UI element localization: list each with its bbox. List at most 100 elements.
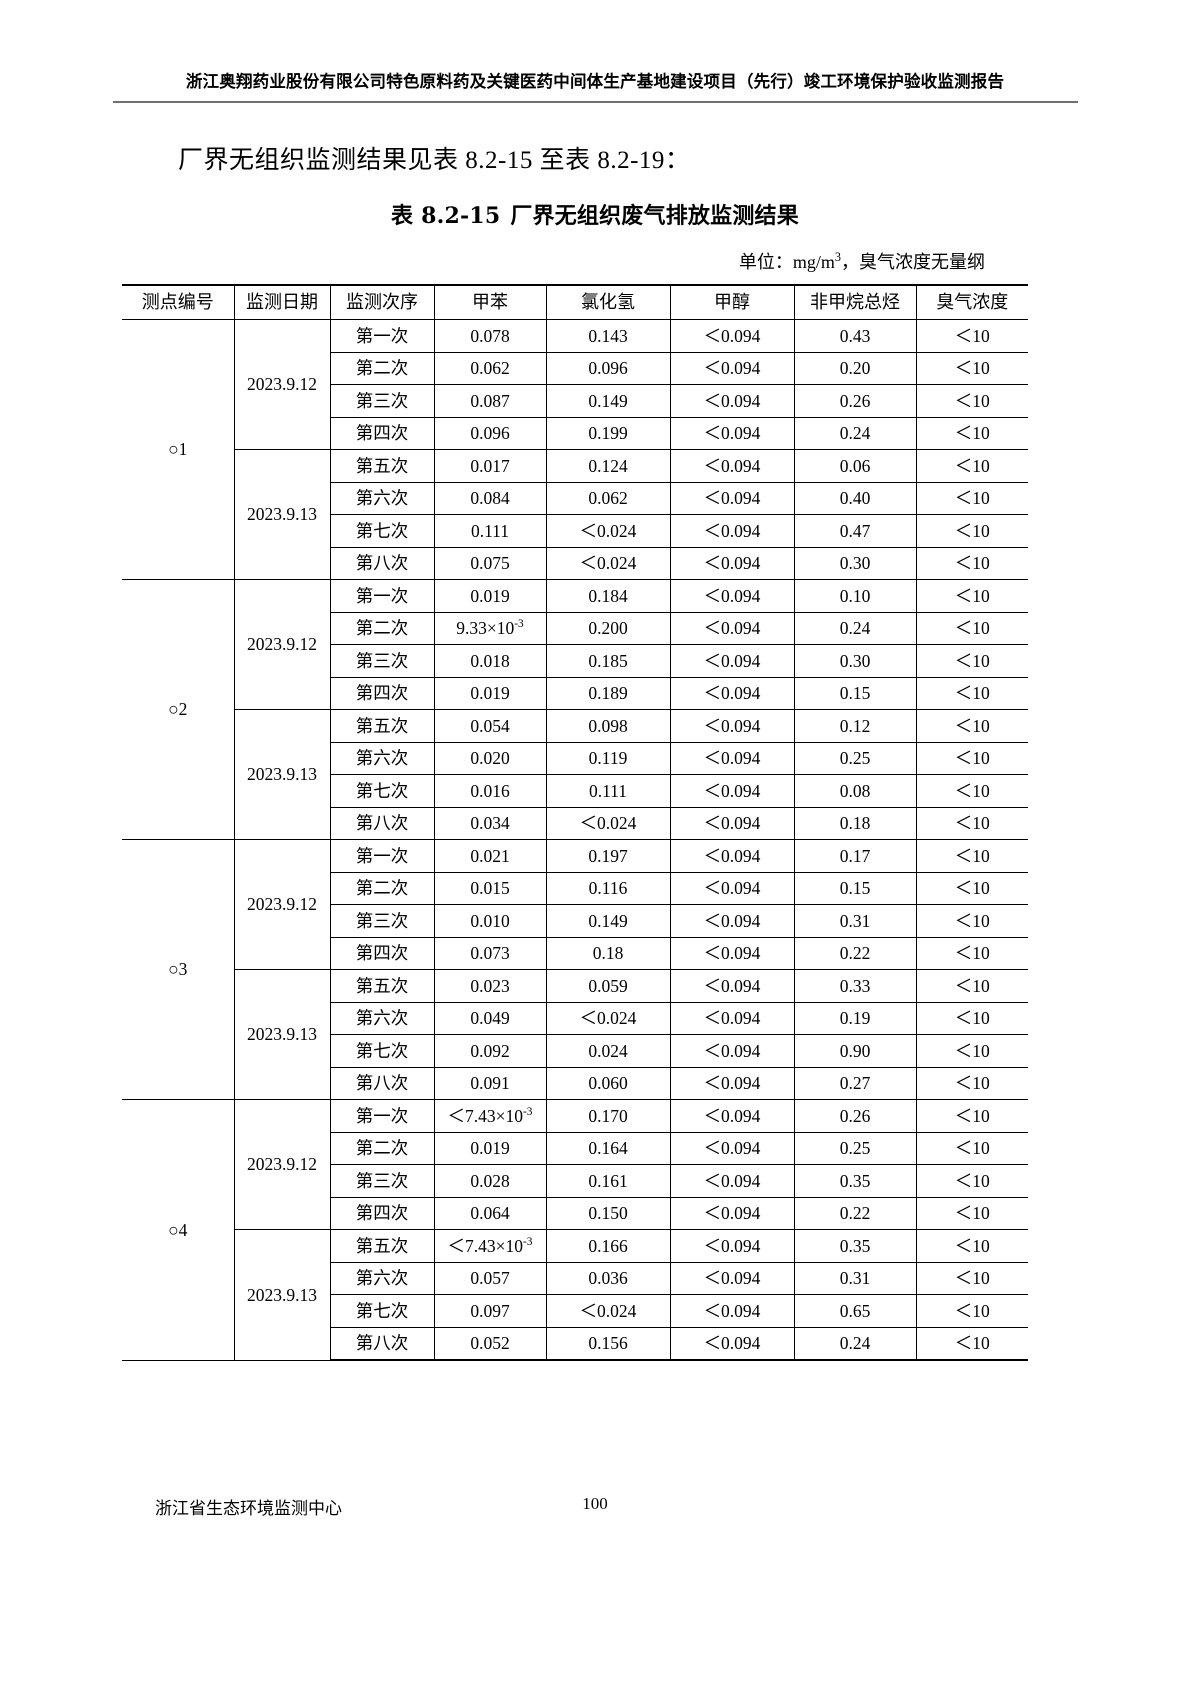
value-cell-methanol: ＜0.094 xyxy=(669,481,795,515)
value-cell-toluene: ＜7.43×10-3 xyxy=(433,1099,547,1133)
value-cell-methanol: ＜0.094 xyxy=(669,1261,795,1295)
monitoring-sequence-cell: 第七次 xyxy=(330,514,435,548)
value-cell-methanol: ＜0.094 xyxy=(669,1229,795,1263)
value-cell-hcl: 0.199 xyxy=(545,416,671,450)
table-row: 第六次 0.020 0.119 ＜0.094 0.25 ＜10 xyxy=(122,741,1028,775)
value-cell-odor: ＜10 xyxy=(915,384,1028,418)
value-cell-hcl: 0.149 xyxy=(545,904,671,938)
table-row: 第四次 0.073 0.18 ＜0.094 0.22 ＜10 xyxy=(122,936,1028,970)
value-cell-methanol: ＜0.094 xyxy=(669,351,795,385)
table-row: 第六次 0.049 ＜0.024 ＜0.094 0.19 ＜10 xyxy=(122,1001,1028,1035)
table-row: 第四次 0.019 0.189 ＜0.094 0.15 ＜10 xyxy=(122,676,1028,710)
value-cell-hcl: 0.164 xyxy=(545,1131,671,1165)
value-cell-methanol: ＜0.094 xyxy=(669,611,795,645)
measurement-point-cell: ○3 xyxy=(122,839,235,1100)
table-row: 2023.9.13 第五次 0.023 0.059 ＜0.094 0.33 ＜10 xyxy=(122,969,1028,1100)
unit-note: 单位：mg/m3，臭气浓度无量纲 xyxy=(739,248,985,274)
table-caption: 表 8.2-15 厂界无组织废气排放监测结果 xyxy=(0,198,1190,230)
value-cell-odor: ＜10 xyxy=(915,514,1028,548)
value-cell-nmhc: 0.15 xyxy=(793,871,917,905)
value-cell-nmhc: 0.25 xyxy=(793,741,917,775)
monitoring-sequence-cell: 第三次 xyxy=(330,644,435,678)
value-cell-methanol: ＜0.094 xyxy=(669,384,795,418)
column-header-5: 甲醇 xyxy=(669,284,795,320)
value-cell-nmhc: 0.31 xyxy=(793,1261,917,1295)
value-cell-toluene: 0.023 xyxy=(433,969,547,1003)
monitoring-sequence-cell: 第七次 xyxy=(330,774,435,808)
value-cell-odor: ＜10 xyxy=(915,936,1028,970)
table-row: 2023.9.13 第五次 0.054 0.098 ＜0.094 0.12 ＜10 xyxy=(122,709,1028,840)
column-header-6: 非甲烷总烃 xyxy=(793,284,917,320)
monitoring-sequence-cell: 第六次 xyxy=(330,1261,435,1295)
value-cell-toluene: 0.064 xyxy=(433,1196,547,1230)
monitoring-sequence-cell: 第八次 xyxy=(330,1066,435,1100)
value-cell-toluene: 0.062 xyxy=(433,351,547,385)
value-cell-methanol: ＜0.094 xyxy=(669,904,795,938)
unit-note-prefix: 单位：mg/m xyxy=(738,252,835,272)
value-cell-toluene: 0.087 xyxy=(433,384,547,418)
value-cell-nmhc: 0.35 xyxy=(793,1229,917,1263)
page-footer: 浙江省生态环境监测中心 100 xyxy=(0,1494,1190,1519)
value-cell-toluene: 0.034 xyxy=(433,806,547,840)
table-row: 第八次 0.034 ＜0.024 ＜0.094 0.18 ＜10 xyxy=(122,806,1028,840)
value-cell-hcl: 0.124 xyxy=(545,449,671,483)
monitoring-sequence-cell: 第二次 xyxy=(330,871,435,905)
value-cell-toluene: 0.016 xyxy=(433,774,547,808)
value-cell-hcl: ＜0.024 xyxy=(545,514,671,548)
value-cell-nmhc: 0.33 xyxy=(793,969,917,1003)
value-cell-methanol: ＜0.094 xyxy=(669,936,795,970)
value-cell-nmhc: 0.27 xyxy=(793,1066,917,1100)
monitoring-sequence-cell: 第六次 xyxy=(330,481,435,515)
value-cell-methanol: ＜0.094 xyxy=(669,1294,795,1328)
value-cell-methanol: ＜0.094 xyxy=(669,1001,795,1035)
table-row: 第六次 0.084 0.062 ＜0.094 0.40 ＜10 xyxy=(122,481,1028,515)
table-row: 第三次 0.028 0.161 ＜0.094 0.35 ＜10 xyxy=(122,1164,1028,1198)
value-cell-methanol: ＜0.094 xyxy=(669,546,795,580)
value-cell-methanol: ＜0.094 xyxy=(669,449,795,483)
monitoring-date-cell: 2023.9.12 xyxy=(233,839,331,970)
column-header-7: 臭气浓度 xyxy=(915,284,1028,320)
value-cell-odor: ＜10 xyxy=(915,1131,1028,1165)
value-cell-hcl: 0.185 xyxy=(545,644,671,678)
running-header: 浙江奥翔药业股份有限公司特色原料药及关键医药中间体生产基地建设项目（先行）竣工环… xyxy=(0,72,1190,103)
monitoring-sequence-cell: 第一次 xyxy=(329,319,435,353)
table-row: 第三次 0.018 0.185 ＜0.094 0.30 ＜10 xyxy=(122,644,1028,678)
value-cell-odor: ＜10 xyxy=(915,1099,1028,1133)
value-cell-hcl: 0.098 xyxy=(545,709,671,743)
monitoring-sequence-cell: 第一次 xyxy=(329,1099,435,1133)
value-cell-methanol: ＜0.094 xyxy=(669,839,795,873)
monitoring-date-cell: 2023.9.13 xyxy=(234,1229,331,1361)
value-cell-hcl: ＜0.024 xyxy=(545,546,671,580)
value-cell-odor: ＜10 xyxy=(915,1261,1028,1295)
value-cell-odor: ＜10 xyxy=(915,1066,1028,1100)
value-cell-odor: ＜10 xyxy=(915,1164,1028,1198)
value-cell-nmhc: 0.24 xyxy=(793,1326,917,1361)
value-exponent: -3 xyxy=(514,618,524,631)
value-cell-toluene: 0.018 xyxy=(433,644,547,678)
table-row: 第八次 0.091 0.060 ＜0.094 0.27 ＜10 xyxy=(122,1066,1028,1100)
value-cell-hcl: 0.200 xyxy=(545,611,671,645)
monitoring-sequence-cell: 第五次 xyxy=(329,969,435,1003)
table-row: 第七次 0.092 0.024 ＜0.094 0.90 ＜10 xyxy=(122,1034,1028,1068)
value-cell-hcl: ＜0.024 xyxy=(545,1294,671,1328)
monitoring-sequence-cell: 第七次 xyxy=(330,1294,435,1328)
value-cell-methanol: ＜0.094 xyxy=(669,1066,795,1100)
monitoring-sequence-cell: 第七次 xyxy=(330,1034,435,1068)
value-cell-toluene: 0.017 xyxy=(433,449,547,483)
monitoring-sequence-cell: 第三次 xyxy=(330,384,435,418)
value-cell-nmhc: 0.26 xyxy=(793,384,917,418)
monitoring-sequence-cell: 第三次 xyxy=(330,904,435,938)
value-cell-hcl: 0.119 xyxy=(545,741,671,775)
value-cell-odor: ＜10 xyxy=(915,416,1028,450)
value-cell-methanol: ＜0.094 xyxy=(669,319,795,353)
measurement-point-cell: ○2 xyxy=(122,579,235,840)
value-cell-hcl: 0.143 xyxy=(545,319,671,353)
value-cell-odor: ＜10 xyxy=(915,1034,1028,1068)
value-cell-hcl: 0.189 xyxy=(545,676,671,710)
value-cell-toluene: 0.020 xyxy=(433,741,547,775)
value-cell-methanol: ＜0.094 xyxy=(669,1164,795,1198)
value-cell-nmhc: 0.06 xyxy=(793,449,917,483)
monitoring-date-cell: 2023.9.13 xyxy=(234,449,331,580)
monitoring-sequence-cell: 第四次 xyxy=(330,936,435,970)
monitoring-sequence-cell: 第一次 xyxy=(329,839,435,873)
